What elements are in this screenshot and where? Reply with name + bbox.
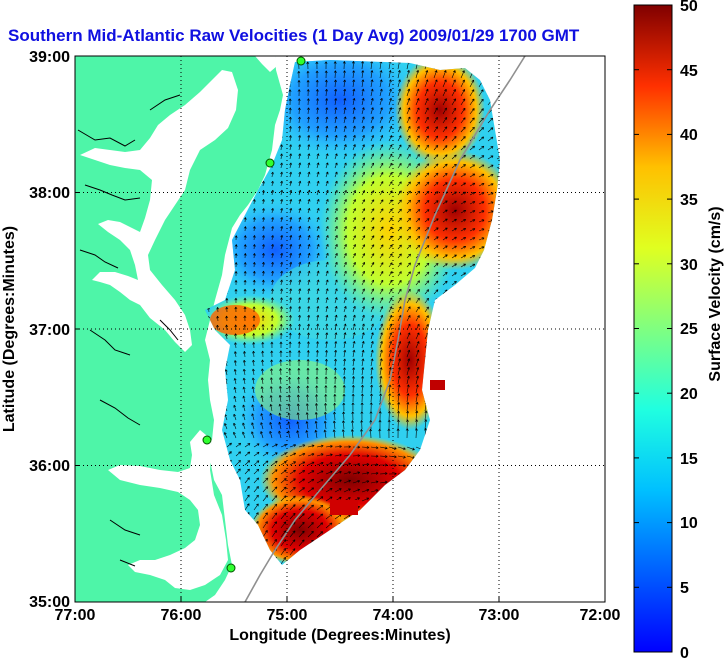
colorbar-tick-label: 25	[680, 321, 698, 338]
y-tick-label: 36:00	[29, 458, 70, 475]
bathymetry-contour	[244, 56, 526, 602]
colorbar-tick-label: 35	[680, 192, 698, 209]
colorbar-ticks	[634, 4, 672, 653]
y-tick-label: 35:00	[29, 594, 70, 611]
x-tick-label: 76:00	[161, 607, 202, 624]
y-tick-label: 38:00	[29, 185, 70, 202]
colorbar-tick-label: 0	[680, 645, 689, 659]
y-tick-label: 37:00	[29, 322, 70, 339]
colorbar-tick-label: 20	[680, 386, 698, 403]
velocity-cell-block	[430, 380, 445, 390]
delaware-bay	[255, 56, 277, 72]
colorbar-tick-label: 40	[680, 127, 698, 144]
y-axis-label: Latitude (Degrees:Minutes)	[1, 226, 18, 432]
colorbar-label: Surface Velocity (cm/s)	[707, 206, 724, 381]
colorbar-tick-label: 10	[680, 515, 698, 532]
colorbar-tick-label: 30	[680, 257, 698, 274]
colorbar-tick-label: 45	[680, 63, 698, 80]
radar-site-marker	[226, 563, 236, 573]
colorbar-tick-label: 5	[680, 580, 689, 597]
x-tick-label: 73:00	[479, 607, 520, 624]
coastline-detail	[77, 94, 181, 567]
y-tick-label: 39:00	[29, 49, 70, 66]
axis-ticks	[75, 192, 500, 602]
radar-site-marker	[265, 158, 275, 168]
radar-site-marker	[296, 56, 306, 66]
chesapeake-bay	[80, 70, 238, 352]
x-tick-label: 75:00	[267, 607, 308, 624]
x-tick-label: 77:00	[55, 607, 96, 624]
map-plot-area	[75, 56, 605, 602]
x-tick-label: 74:00	[373, 607, 414, 624]
colorbar	[633, 4, 673, 653]
map-title: Southern Mid-Atlantic Raw Velocities (1 …	[8, 26, 580, 45]
grid-lines	[75, 56, 605, 602]
velocity-cell-block	[330, 500, 358, 515]
x-axis-label: Longitude (Degrees:Minutes)	[229, 627, 450, 644]
x-tick-label: 72:00	[580, 607, 621, 624]
colorbar-tick-label: 15	[680, 451, 698, 468]
radar-site-marker	[202, 435, 212, 445]
pamlico-sound	[108, 430, 228, 590]
colorbar-tick-label: 50	[680, 0, 698, 15]
